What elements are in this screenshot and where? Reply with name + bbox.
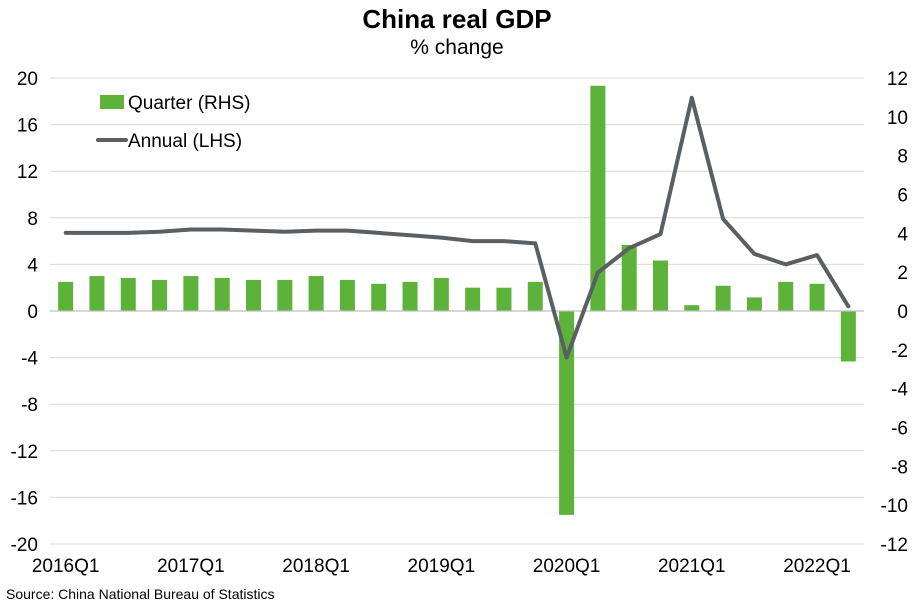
quarter-bars xyxy=(58,85,856,515)
bar-2019Q3 xyxy=(496,287,512,311)
right-tick-label: 12 xyxy=(887,69,908,90)
x-axis-ticks: 2016Q1 2017Q1 2018Q1 2019Q1 2020Q1 2021Q1 2022… xyxy=(32,556,851,577)
right-axis-ticks: 12 10 8 6 4 2 0 -2 -4 -6 -8 -10 -12 xyxy=(881,69,909,556)
left-tick-label: 8 xyxy=(27,209,38,230)
bar-2016Q1 xyxy=(58,281,74,311)
left-tick-label: -20 xyxy=(11,535,38,556)
bar-2020Q2 xyxy=(590,85,606,312)
bar-2020Q3 xyxy=(621,244,637,311)
bar-2019Q2 xyxy=(465,287,481,311)
bar-2017Q2 xyxy=(214,277,230,311)
bar-2020Q4 xyxy=(653,260,668,311)
annual-series-line xyxy=(63,95,851,360)
legend: Quarter (RHS) Annual (LHS) xyxy=(96,93,250,152)
left-axis-ticks: 20 16 12 8 4 0 -4 -8 -12 -16 -20 xyxy=(11,69,39,556)
left-tick-label: 16 xyxy=(17,116,38,137)
right-tick-label: 10 xyxy=(887,108,908,129)
bar-2022Q2 xyxy=(840,311,856,362)
x-tick-label: 2022Q1 xyxy=(783,556,851,577)
bar-2018Q3 xyxy=(371,283,387,311)
right-tick-label: -8 xyxy=(891,457,908,478)
right-tick-label: 2 xyxy=(897,263,908,284)
left-tick-label: -4 xyxy=(21,349,38,370)
right-tick-label: -2 xyxy=(891,341,908,362)
chart-subtitle: % change xyxy=(410,36,504,59)
gridlines xyxy=(50,77,864,545)
bar-2016Q3 xyxy=(120,277,136,311)
left-tick-label: 12 xyxy=(17,162,38,183)
bar-2020Q1 xyxy=(559,311,575,515)
bar-2018Q2 xyxy=(339,279,355,311)
x-tick-label: 2017Q1 xyxy=(157,556,225,577)
bar-2017Q1 xyxy=(183,276,199,311)
legend-label-quarter: Quarter (RHS) xyxy=(128,93,250,114)
right-tick-label: 4 xyxy=(897,224,908,245)
x-tick-label: 2018Q1 xyxy=(282,556,350,577)
bar-2016Q4 xyxy=(152,279,168,311)
right-tick-label: -12 xyxy=(881,535,908,556)
x-tick-label: 2020Q1 xyxy=(533,556,601,577)
bar-2018Q1 xyxy=(308,276,324,311)
bar-2016Q2 xyxy=(89,276,105,311)
bar-2017Q3 xyxy=(246,279,261,311)
bar-2019Q4 xyxy=(527,281,543,311)
bar-2021Q3 xyxy=(746,297,762,311)
bar-2017Q4 xyxy=(277,279,293,311)
legend-label-annual: Annual (LHS) xyxy=(128,131,242,152)
x-tick-label: 2019Q1 xyxy=(408,556,476,577)
bar-2019Q1 xyxy=(433,277,449,311)
left-tick-label: -16 xyxy=(11,488,38,509)
right-tick-label: -10 xyxy=(881,496,908,517)
left-tick-label: 4 xyxy=(27,255,38,276)
right-tick-label: 8 xyxy=(897,147,908,168)
annual-line xyxy=(63,95,851,360)
right-tick-label: 6 xyxy=(897,186,908,207)
source-note: Source: China National Bureau of Statist… xyxy=(6,586,275,602)
right-tick-label: 0 xyxy=(897,302,908,323)
x-tick-label: 2016Q1 xyxy=(32,556,100,577)
chart-title: China real GDP xyxy=(362,4,552,34)
bar-2022Q1 xyxy=(809,283,825,311)
bar-2021Q2 xyxy=(715,285,731,311)
left-tick-label: 0 xyxy=(27,302,38,323)
left-tick-label: -12 xyxy=(11,442,38,463)
left-tick-label: -8 xyxy=(21,395,38,416)
left-tick-label: 20 xyxy=(17,69,38,90)
right-tick-label: -4 xyxy=(891,380,908,401)
bar-2018Q4 xyxy=(402,281,418,311)
bar-2021Q1 xyxy=(684,305,700,311)
legend-swatch-quarter xyxy=(100,95,124,109)
x-tick-label: 2021Q1 xyxy=(658,556,726,577)
right-tick-label: -6 xyxy=(891,419,908,440)
bar-2021Q4 xyxy=(778,281,794,311)
